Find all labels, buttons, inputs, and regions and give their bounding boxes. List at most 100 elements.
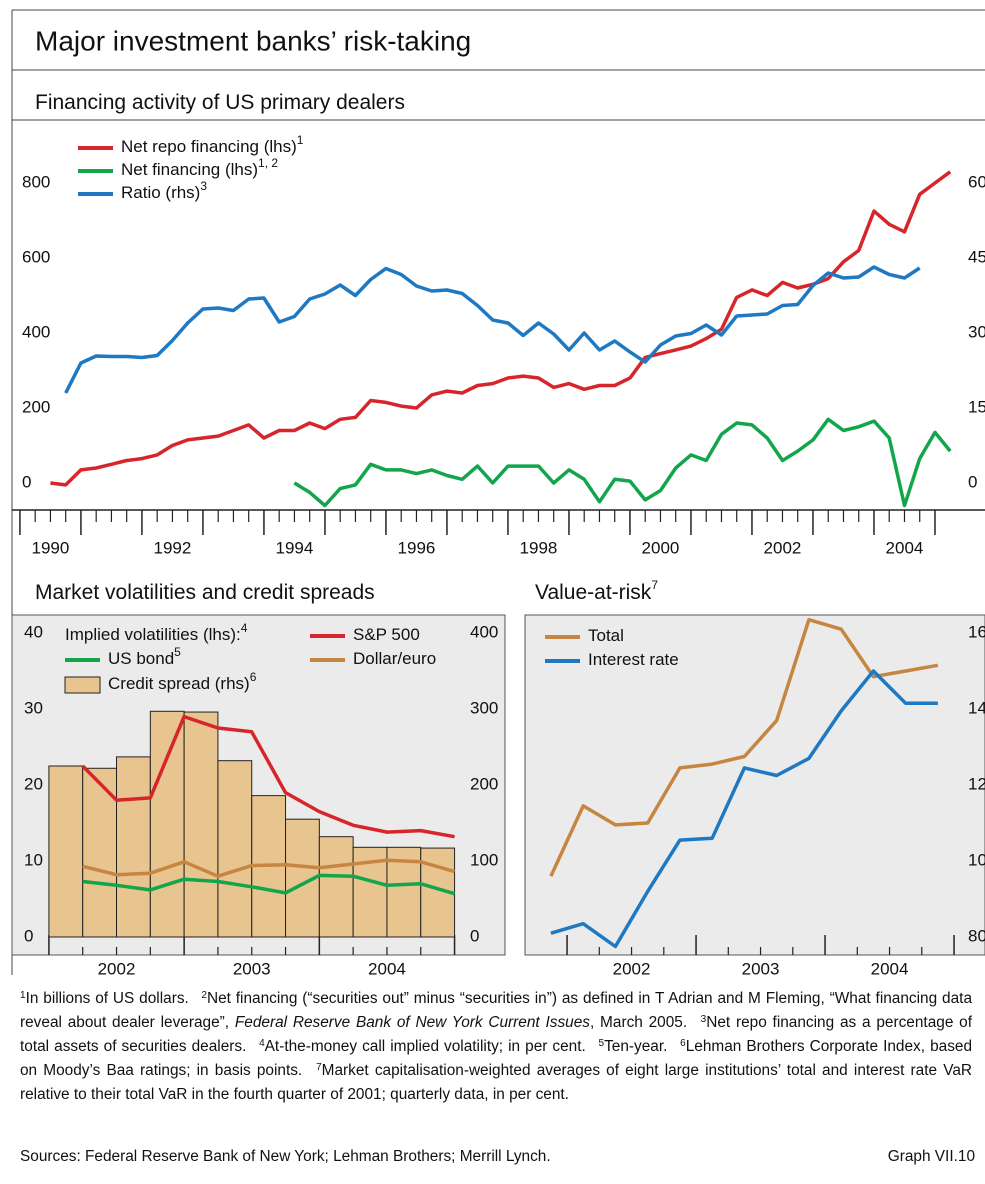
legend-label: Net financing (lhs)1, 2 [121,156,278,179]
footnote-text: Net financing (“securities out” minus “s… [20,990,972,1031]
line-series [81,714,455,839]
legend-label-note: 3 [200,179,207,193]
x-tick-label: 2003 [742,959,780,978]
legend-label-note: 1, 2 [258,156,278,170]
footnote-text: Lehman Brothers Corporate Index, based o… [20,1038,973,1079]
legend-label: US bond5 [108,645,181,668]
legend-label: Interest rate [588,650,679,669]
legend-label-text: S&P 500 [353,625,420,644]
bar [149,710,185,938]
legend-label: Ratio (rhs)3 [121,179,207,202]
legend-label: S&P 500 [353,625,420,644]
figure-title: Major investment banks’ risk-taking [35,25,471,56]
footnote-marker: 5 [598,1038,605,1049]
legend-label-note: 1 [297,133,304,147]
footnotes: 1In billions of US dollars. 2Net financi… [20,987,972,1107]
bar [48,765,84,938]
y2-tick-label: 200 [470,774,498,793]
legend-label-text: US bond [108,649,174,668]
x-tick-label: 2000 [642,538,680,557]
legend-label: Total [588,626,624,645]
footnote-text: Net repo financing as a percentage of to… [20,1014,973,1055]
y-tick-label: 100 [968,850,985,869]
footnote-marker: 4 [259,1038,265,1049]
x-tick-label: 2004 [368,959,406,978]
x-tick-label: 1990 [32,538,70,557]
y2-tick-label: 60 [968,172,985,191]
panel-title-text: Financing activity of US primary dealers [35,91,405,114]
footnote-marker: 2 [201,990,207,1001]
footnote-text: In billions of US dollars. [25,990,189,1007]
legend-label-note: 6 [250,670,257,684]
line-series [549,617,939,877]
x-tick-label: 2004 [871,959,909,978]
y2-tick-label: 15 [968,397,985,416]
legend-title-text: Implied volatilities (lhs): [65,625,241,644]
y-tick-label: 20 [24,774,43,793]
y-tick-label: 0 [22,472,31,491]
footnote: 2Net financing (“securities out” minus “… [20,990,972,1031]
y2-tick-label: 30 [968,322,985,341]
footnote-italic: Federal Reserve Bank of New York Current… [234,1014,590,1031]
panel-title-text: Value-at-risk [535,581,652,604]
footnote: 3Net repo financing as a percentage of t… [20,1014,972,1055]
legend-label-text: Credit spread (rhs) [108,674,250,693]
legend-label: Credit spread (rhs)6 [108,670,257,693]
legend-label-text: Total [588,626,624,645]
line-series [50,170,952,487]
panel-title: Value-at-risk7 [535,578,658,603]
panel-title-text: Market volatilities and credit spreads [35,581,375,604]
footnote-text: Ten-year. [604,1038,668,1055]
y2-tick-label: 100 [470,850,498,869]
x-tick-label: 2003 [233,959,271,978]
legend-title: Implied volatilities (lhs):4 [65,621,248,644]
y-tick-label: 200 [22,397,50,416]
y-tick-label: 140 [968,698,985,717]
legend-label: Net repo financing (lhs)1 [121,133,304,156]
y-tick-label: 0 [24,926,33,945]
footnote-text: Market capitalisation-weighted averages … [20,1062,972,1103]
line-series [82,873,456,896]
line-series [82,858,456,878]
footnote-marker: 3 [700,1014,707,1025]
line-series [293,417,952,508]
legend-label-text: Ratio (rhs) [121,183,200,202]
legend-title-note: 4 [241,621,248,635]
bar [318,836,354,938]
y-tick-label: 800 [22,172,50,191]
legend-label-note: 5 [174,645,181,659]
legend-label: Dollar/euro [353,649,436,668]
y2-tick-label: 0 [470,926,479,945]
footnote: 7Market capitalisation-weighted averages… [20,1062,972,1103]
sources: Sources: Federal Reserve Bank of New Yor… [20,1148,551,1165]
x-tick-label: 2004 [886,538,924,557]
x-tick-label: 2002 [98,959,136,978]
x-tick-label: 1998 [520,538,558,557]
y-tick-label: 400 [22,322,50,341]
y2-tick-label: 300 [470,698,498,717]
y-tick-label: 40 [24,622,43,641]
legend-label-text: Interest rate [588,650,679,669]
y2-tick-label: 0 [968,472,977,491]
graph-label: Graph VII.10 [887,1148,975,1165]
bar [217,760,253,938]
footnote: 5Ten-year. [599,1038,668,1055]
line-series [550,669,938,949]
footnote-marker: 1 [20,990,26,1001]
y-tick-label: 30 [24,698,43,717]
x-tick-label: 1996 [398,538,436,557]
y-tick-label: 600 [22,247,50,266]
footnote: 1In billions of US dollars. [20,990,189,1007]
bar [116,756,151,938]
x-tick-label: 2002 [613,959,651,978]
footnote: 4At-the-money call implied volatility; i… [259,1038,586,1055]
footnote-text: , March 2005. [589,1014,688,1031]
y2-tick-label: 45 [968,247,985,266]
bar [183,711,219,938]
panel-title-note: 7 [651,578,658,592]
legend-label-text: Dollar/euro [353,649,436,668]
panel-title: Market volatilities and credit spreads [35,581,375,604]
y-tick-label: 80 [968,926,985,945]
